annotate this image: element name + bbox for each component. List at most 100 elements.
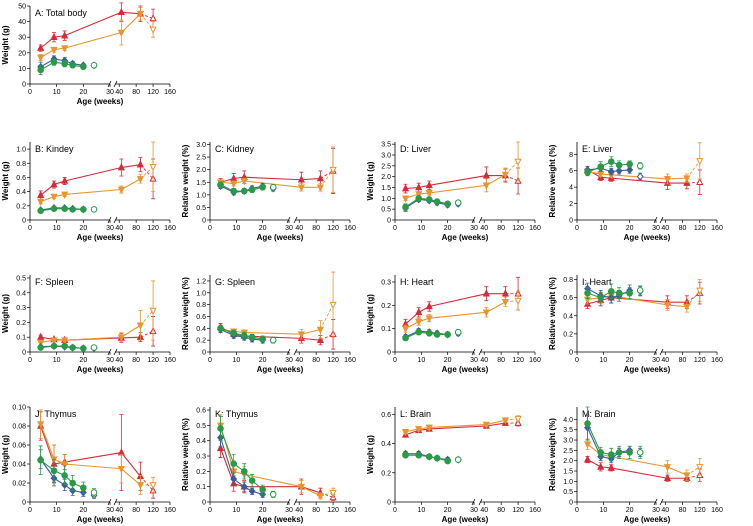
y-tick-label: 0.2: [196, 469, 206, 476]
y-tick-label: 0.3: [196, 454, 206, 461]
x-tick-label: 40: [661, 357, 669, 364]
series-line-gap: [244, 176, 302, 181]
data-point: [37, 207, 44, 215]
data-point-open: [636, 287, 644, 294]
data-point: [50, 205, 58, 212]
x-tick-label: 40: [480, 357, 488, 364]
x-tick-label: 40: [115, 357, 123, 364]
x-tick-label: 40: [115, 507, 123, 514]
data-point: [216, 443, 225, 452]
x-axis-label: Age (weeks): [257, 233, 304, 242]
x-tick-label: 20: [626, 225, 634, 232]
y-tick-label: 0.2: [196, 338, 206, 345]
y-tick-label: 1.5: [563, 469, 573, 476]
series-line-gap: [244, 473, 302, 488]
data-point: [584, 420, 591, 427]
x-tick-label: 10: [417, 357, 425, 364]
y-axis-label: Weight (g): [1, 435, 10, 474]
x-tick-label: 30: [106, 357, 114, 364]
x-tick-label: 0: [575, 225, 579, 232]
y-tick-label: 0.5: [196, 205, 206, 212]
data-point: [50, 193, 58, 202]
y-tick-label: 0.10: [12, 405, 26, 412]
y-tick-label: 0: [22, 500, 26, 507]
x-tick-label: 80: [679, 357, 687, 364]
y-tick-label: 0.8: [196, 302, 206, 309]
y-tick-label: 1.5: [196, 180, 206, 187]
panel-d: 0 0.5 1.0 1.5 2.0 2.5 3.0 3.5 0 10 20 30 40 80 120 160 D…: [366, 141, 541, 242]
series-green: [402, 328, 462, 342]
axes: [209, 407, 350, 503]
data-point: [37, 421, 45, 429]
data-point: [80, 206, 87, 213]
series-line-late: [121, 178, 141, 190]
series-line-dashed: [140, 310, 154, 326]
y-tick-label: 0.2: [563, 331, 573, 338]
series-line-dashed: [686, 160, 701, 179]
data-point: [69, 206, 76, 213]
data-point: [425, 196, 433, 203]
data-point-open: [454, 456, 462, 463]
x-tick-label: 80: [497, 507, 505, 514]
series-green: [37, 342, 98, 352]
x-tick-label: 20: [79, 507, 87, 514]
series-line-dashed: [320, 169, 334, 188]
series-line-gap: [64, 188, 122, 196]
x-tick-label: 160: [529, 507, 541, 514]
series-line-late: [667, 466, 688, 476]
data-point: [501, 299, 509, 307]
x-tick-label: 20: [259, 357, 267, 364]
y-tick-label: 0.1: [16, 335, 26, 342]
data-point: [240, 468, 248, 475]
y-tick-label: 1.0: [16, 147, 26, 154]
x-tick-label: 40: [115, 89, 123, 96]
x-tick-label: 80: [132, 89, 140, 96]
series-red: [37, 411, 157, 499]
x-tick-label: 40: [295, 225, 303, 232]
series-green: [402, 451, 462, 465]
y-axis-label: Weight (g): [366, 161, 375, 200]
x-tick-label: 10: [53, 89, 61, 96]
y-tick-label: 3.0: [381, 153, 391, 160]
series-line-gap: [64, 463, 122, 470]
series-red: [401, 166, 522, 195]
series-line-late: [120, 452, 141, 477]
y-tick-label: 0: [569, 218, 573, 225]
data-point-open: [149, 307, 157, 315]
x-tick-label: 0: [208, 225, 212, 232]
data-point-open: [269, 491, 277, 498]
data-point: [425, 180, 433, 189]
y-tick-label: 0.4: [196, 438, 206, 445]
axis-break: [107, 498, 118, 506]
data-point: [37, 66, 44, 74]
series-green: [37, 205, 98, 215]
x-tick-label: 10: [53, 357, 61, 364]
y-tick-label: 0.1: [381, 326, 391, 333]
series-line-late: [121, 11, 141, 15]
x-tick-label: 120: [147, 507, 159, 514]
y-tick-label: 1.0: [196, 192, 206, 199]
data-point: [259, 486, 266, 494]
x-tick-label: 80: [312, 507, 320, 514]
series-orange: [401, 415, 522, 437]
y-tick-label: 1.5: [381, 185, 391, 192]
x-tick-label: 10: [599, 225, 607, 232]
y-tick-label: 0.2: [16, 320, 26, 327]
data-point: [61, 342, 68, 350]
x-tick-label: 30: [652, 507, 660, 514]
x-axis-label: Age (weeks): [77, 97, 124, 106]
series-line-late: [301, 328, 321, 335]
data-point-open: [90, 489, 98, 496]
data-point: [69, 479, 76, 487]
y-tick-label: 0: [387, 350, 391, 357]
data-point: [61, 60, 68, 68]
y-tick-label: 0.06: [12, 443, 26, 450]
x-tick-label: 0: [208, 357, 212, 364]
x-tick-label: 0: [393, 507, 397, 514]
y-tick-label: 0: [22, 82, 26, 89]
data-point: [583, 441, 592, 449]
x-tick-label: 30: [106, 89, 114, 96]
x-tick-label: 40: [661, 225, 669, 232]
data-point: [683, 472, 691, 480]
data-point: [316, 335, 324, 343]
